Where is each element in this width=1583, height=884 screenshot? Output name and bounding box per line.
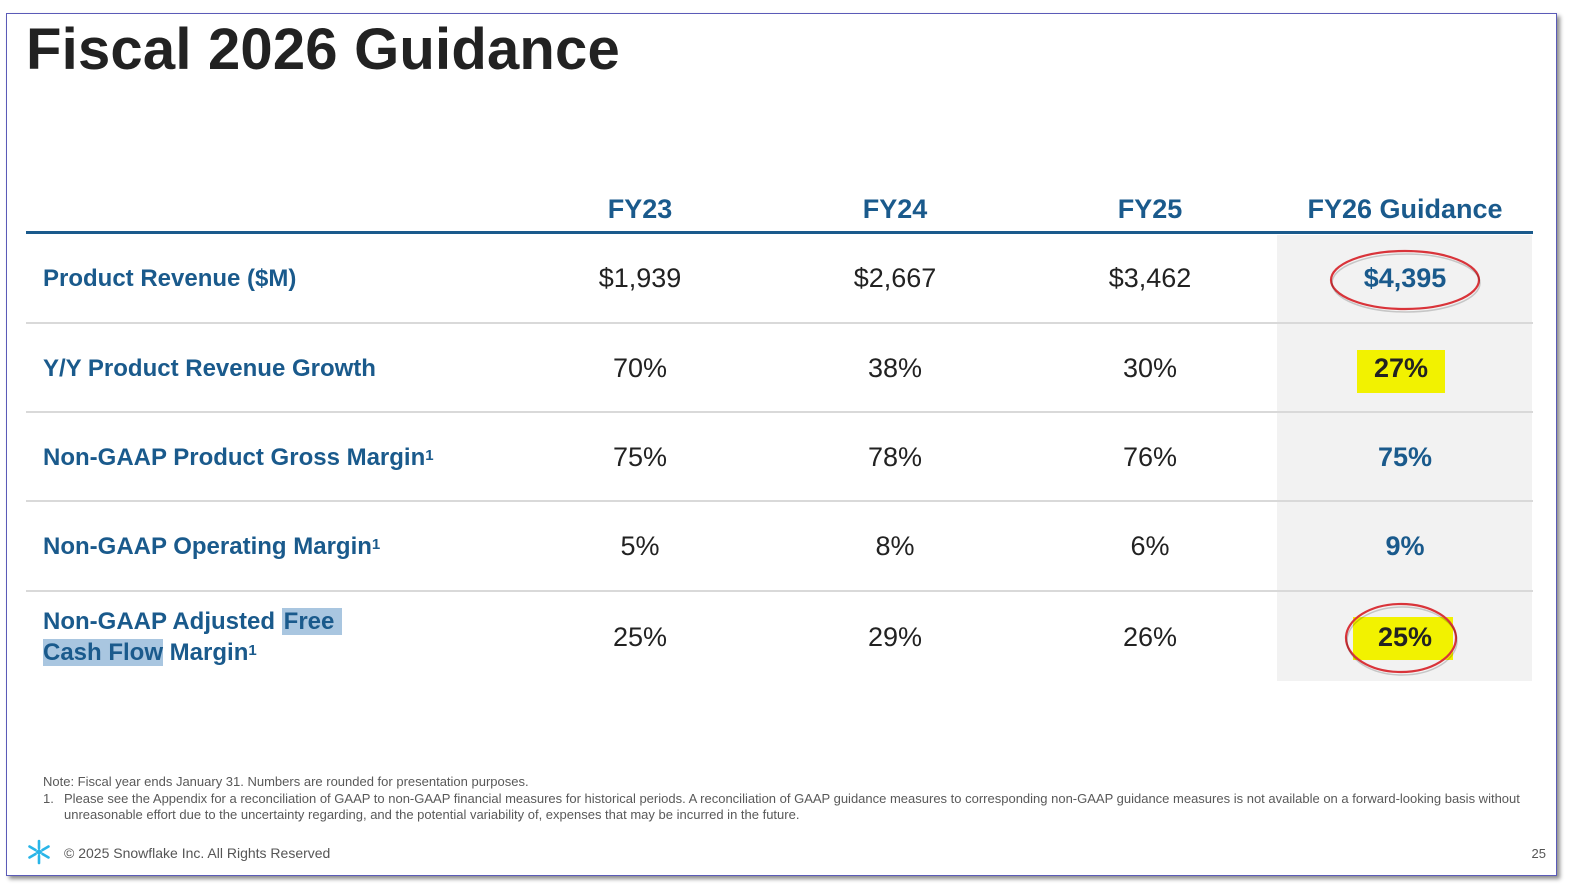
cell-fy26-fcf-margin: 25%	[1377, 622, 1433, 652]
cell-fy26-growth: 27%	[1373, 353, 1429, 383]
selected-text-cash-flow[interactable]: Cash Flow	[43, 639, 164, 666]
cell-fy25-growth: 30%	[1122, 353, 1178, 383]
cell-fy24-fcf-margin: 29%	[867, 622, 923, 652]
cell-fy23-fcf-margin: 25%	[612, 622, 668, 652]
footnote-marker: 1	[425, 447, 434, 464]
cell-fy25-operating-margin: 6%	[1130, 531, 1170, 561]
cell-fy23-growth: 70%	[612, 353, 668, 383]
selected-text-free[interactable]: Free	[281, 608, 343, 635]
cell-fy24-growth: 38%	[867, 353, 923, 383]
row-separator	[26, 322, 1533, 324]
copyright-text: © 2025 Snowflake Inc. All Rights Reserve…	[64, 845, 331, 861]
slide-title: Fiscal 2026 Guidance	[26, 17, 620, 82]
fiscal-year-note: Note: Fiscal year ends January 31. Numbe…	[43, 774, 529, 789]
cell-fy24-product-revenue: $2,667	[853, 263, 937, 293]
yellow-highlight-growth	[1357, 350, 1445, 393]
row-label-product-revenue: Product Revenue ($M)	[43, 265, 297, 292]
cell-fy26-operating-margin: 9%	[1385, 531, 1425, 561]
footnote-number: 1.	[43, 791, 54, 806]
row-separator	[26, 500, 1533, 502]
cell-fy25-gross-margin: 76%	[1122, 442, 1178, 472]
header-rule	[26, 231, 1533, 234]
footnote-1: 1. Please see the Appendix for a reconci…	[43, 791, 1533, 823]
footnote-marker: 1	[248, 642, 257, 659]
cell-fy26-gross-margin: 75%	[1377, 442, 1433, 472]
column-header-fy26-guidance: FY26 Guidance	[1307, 194, 1503, 224]
column-header-fy24: FY24	[862, 194, 928, 224]
cell-fy25-fcf-margin: 26%	[1122, 622, 1178, 652]
row-separator	[26, 590, 1533, 592]
footnote-marker: 1	[371, 536, 381, 553]
row-separator	[26, 411, 1533, 413]
cell-fy23-gross-margin: 75%	[612, 442, 668, 472]
column-header-fy23: FY23	[607, 194, 673, 224]
row-label-operating-margin: Non-GAAP Operating Margin1	[43, 533, 381, 560]
cell-fy23-operating-margin: 5%	[620, 531, 660, 561]
footnote-text: Please see the Appendix for a reconcilia…	[64, 791, 1520, 822]
page-number: 25	[1531, 846, 1546, 861]
cell-fy24-operating-margin: 8%	[875, 531, 915, 561]
column-header-fy25: FY25	[1117, 194, 1183, 224]
cell-fy26-product-revenue: $4,395	[1363, 263, 1447, 293]
snowflake-logo-icon	[28, 839, 50, 865]
row-label-gross-margin: Non-GAAP Product Gross Margin1	[43, 444, 434, 471]
cell-fy23-product-revenue: $1,939	[598, 263, 682, 293]
cell-fy25-product-revenue: $3,462	[1108, 263, 1192, 293]
cell-fy24-gross-margin: 78%	[867, 442, 923, 472]
row-label-yy-growth: Y/Y Product Revenue Growth	[43, 355, 376, 382]
row-label-fcf-margin: Non-GAAP Adjusted Free Cash Flow Margin1	[43, 606, 343, 668]
